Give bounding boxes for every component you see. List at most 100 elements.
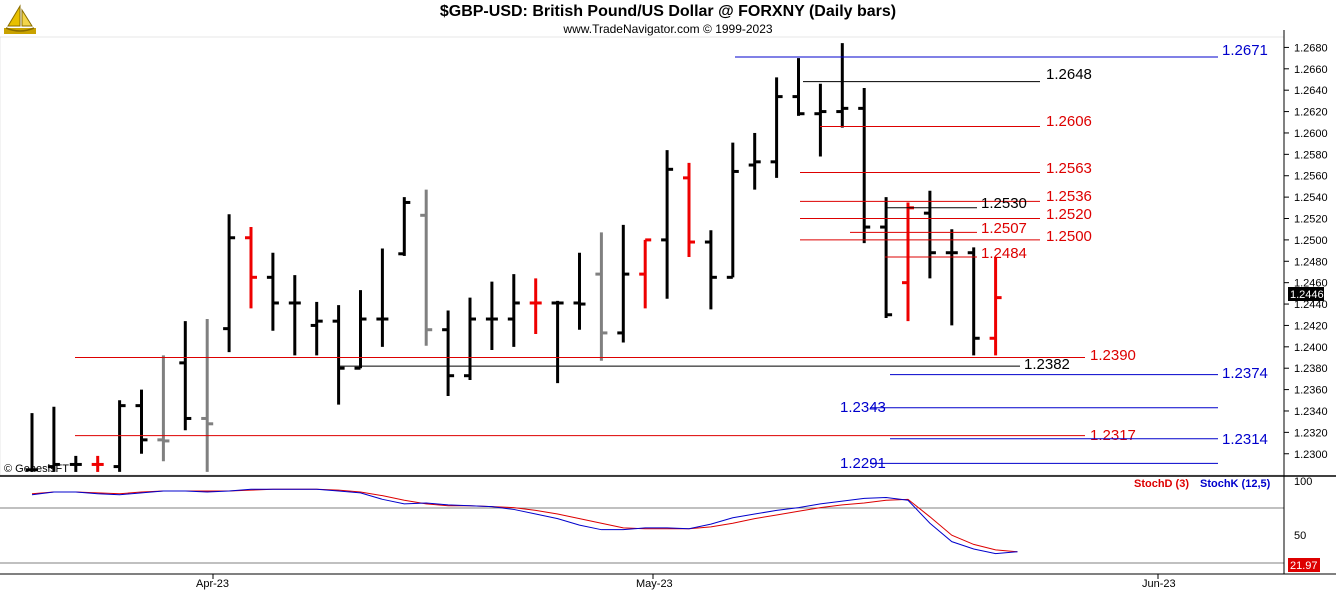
stochastic-panel: 100 50 21.97 StochD (3) StochK (12,5) bbox=[0, 475, 1336, 575]
level-line: 1.2507 bbox=[850, 220, 1027, 237]
ohlc-bar bbox=[617, 224, 630, 343]
level-line: 1.2536 bbox=[800, 188, 1092, 205]
ohlc-bar bbox=[310, 301, 323, 356]
level-line: 1.2606 bbox=[820, 113, 1092, 130]
level-label: 1.2507 bbox=[981, 220, 1027, 237]
ohlc-bar bbox=[792, 58, 805, 116]
ohlc-bars bbox=[26, 43, 1002, 472]
ohlc-bar bbox=[923, 190, 936, 279]
ohlc-bar bbox=[354, 290, 367, 370]
price-axis: 1.2680 1.2660 1.2640 1.2620 1.2600 1.2580 1.25… bbox=[1283, 30, 1336, 476]
level-line: 1.2390 bbox=[75, 347, 1136, 364]
ohlc-bar bbox=[858, 88, 871, 244]
ohlc-bar bbox=[376, 248, 389, 347]
price-tick-label: 1.2600 bbox=[1294, 128, 1328, 140]
legend-stochk: StochK (12,5) bbox=[1200, 478, 1271, 490]
ohlc-bar bbox=[551, 300, 564, 384]
level-label: 1.2500 bbox=[1046, 228, 1092, 245]
level-label: 1.2343 bbox=[840, 399, 886, 416]
chart-title: $GBP-USD: British Pound/US Dollar @ FORX… bbox=[439, 3, 897, 20]
level-label: 1.2606 bbox=[1046, 113, 1092, 130]
stochk-series-line bbox=[31, 488, 1018, 555]
level-label: 1.2671 bbox=[1222, 42, 1268, 59]
ohlc-bar bbox=[639, 238, 652, 309]
ohlc-bar bbox=[595, 232, 608, 361]
level-line: 1.2671 bbox=[735, 42, 1268, 59]
level-label: 1.2390 bbox=[1090, 347, 1136, 364]
price-tick-label: 1.2540 bbox=[1294, 192, 1328, 204]
support-resistance-levels: 1.2671 1.2648 1.2606 1.2563 1.2536 1.2530 1.25… bbox=[75, 42, 1268, 472]
ohlc-bar bbox=[683, 162, 695, 257]
level-line: 1.2314 bbox=[890, 431, 1268, 448]
level-line: 1.2317 bbox=[75, 427, 1136, 444]
price-tick-label: 1.2400 bbox=[1294, 342, 1328, 354]
price-tick-label: 1.2520 bbox=[1294, 214, 1328, 226]
ohlc-bar bbox=[135, 389, 148, 454]
level-line: 1.2563 bbox=[800, 160, 1092, 177]
watermark-text: © GenesisFT bbox=[4, 463, 69, 475]
level-label: 1.2317 bbox=[1090, 427, 1136, 444]
ohlc-bar bbox=[332, 305, 345, 405]
ohlc-bar bbox=[770, 77, 783, 178]
ohlc-bar bbox=[420, 189, 433, 346]
chart-header: $GBP-USD: British Pound/US Dollar @ FORX… bbox=[0, 0, 1336, 38]
level-label: 1.2536 bbox=[1046, 188, 1092, 205]
stoch-tick-100: 100 bbox=[1294, 476, 1312, 488]
ohlc-bar bbox=[573, 252, 586, 330]
ohlc-bar bbox=[989, 257, 1002, 356]
level-label: 1.2520 bbox=[1046, 206, 1092, 223]
price-tick-label: 1.2620 bbox=[1294, 107, 1328, 119]
price-tick-label: 1.2480 bbox=[1294, 256, 1328, 268]
ohlc-bar bbox=[91, 455, 104, 472]
ohlc-bar bbox=[748, 132, 761, 190]
price-tick-label: 1.2660 bbox=[1294, 64, 1328, 76]
price-tick-label: 1.2420 bbox=[1294, 320, 1328, 332]
level-line: 1.2382 bbox=[338, 356, 1070, 373]
price-tick-label: 1.2340 bbox=[1294, 406, 1328, 418]
level-line: 1.2520 bbox=[800, 206, 1092, 223]
ohlc-bar bbox=[880, 197, 893, 318]
price-tick-label: 1.2360 bbox=[1294, 385, 1328, 397]
ohlc-bar bbox=[266, 252, 279, 331]
legend-stochd: StochD (3) bbox=[1134, 478, 1189, 490]
ohlc-bar bbox=[47, 406, 60, 472]
level-line: 1.2291 bbox=[840, 455, 1218, 472]
level-label: 1.2314 bbox=[1222, 431, 1268, 448]
x-tick-apr: Apr-23 bbox=[196, 578, 229, 590]
ohlc-panel bbox=[0, 36, 1285, 476]
ohlc-bar bbox=[442, 310, 455, 397]
ohlc-bar bbox=[26, 413, 38, 472]
ohlc-bar bbox=[69, 455, 82, 472]
date-axis: Apr-23 May-23 Jun-23 bbox=[0, 574, 1336, 591]
level-label: 1.2563 bbox=[1046, 160, 1092, 177]
ohlc-bar bbox=[726, 142, 739, 279]
ohlc-bar bbox=[507, 274, 520, 347]
price-tick-label: 1.2640 bbox=[1294, 85, 1328, 97]
price-tick-label: 1.2680 bbox=[1294, 42, 1328, 54]
ohlc-bar bbox=[157, 355, 170, 462]
stoch-tick-50: 50 bbox=[1294, 530, 1306, 542]
level-label: 1.2530 bbox=[981, 195, 1027, 212]
ohlc-bar bbox=[245, 227, 257, 309]
level-line: 1.2648 bbox=[803, 66, 1092, 83]
level-line: 1.2374 bbox=[890, 365, 1268, 382]
price-tick-label: 1.2500 bbox=[1294, 235, 1328, 247]
ohlc-bar bbox=[288, 275, 301, 356]
price-tick-label: 1.2560 bbox=[1294, 171, 1328, 183]
level-label: 1.2648 bbox=[1046, 66, 1092, 83]
level-line: 1.2500 bbox=[800, 228, 1092, 245]
ohlc-bar bbox=[704, 230, 717, 310]
chart-subtitle: www.TradeNavigator.com © 1999-2023 bbox=[563, 22, 773, 36]
last-price-label: 1.2446 bbox=[1290, 289, 1324, 301]
level-line: 1.2530 bbox=[885, 195, 1027, 212]
ohlc-bar bbox=[945, 229, 958, 326]
price-tick-label: 1.2460 bbox=[1294, 278, 1328, 290]
price-tick-label: 1.2320 bbox=[1294, 427, 1328, 439]
ohlc-bar bbox=[529, 278, 542, 334]
stoch-last-value: 21.97 bbox=[1290, 560, 1318, 572]
ohlc-bar bbox=[814, 83, 827, 157]
ohlc-bar bbox=[223, 214, 236, 353]
ohlc-bar bbox=[201, 319, 214, 472]
level-label: 1.2382 bbox=[1024, 356, 1070, 373]
